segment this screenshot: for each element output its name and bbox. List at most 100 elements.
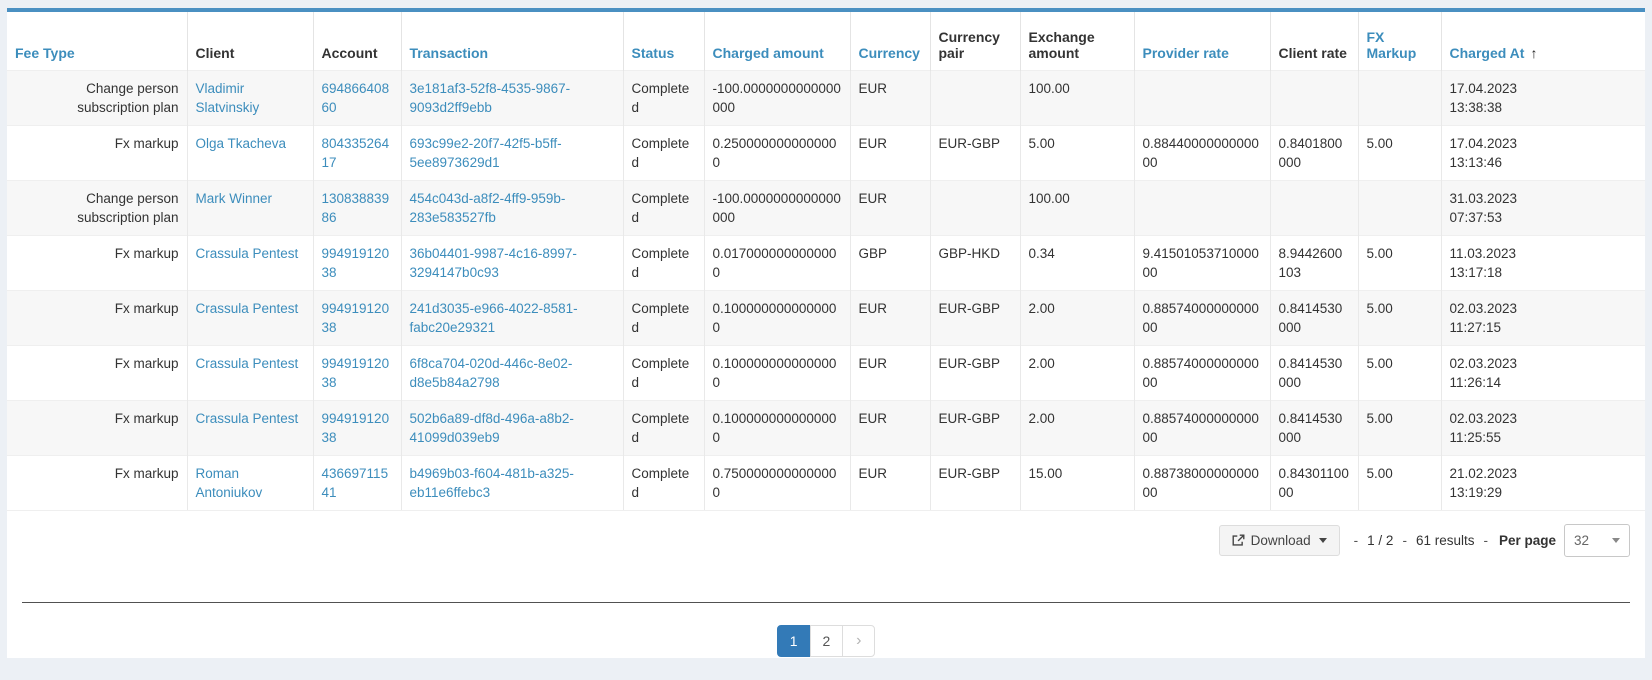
client-link[interactable]: Crassula Pentest bbox=[195, 355, 299, 371]
currency-cell: EUR bbox=[850, 289, 931, 345]
account-link[interactable]: 99491912038 bbox=[321, 355, 390, 390]
transaction-link[interactable]: 241d3035-e966-4022-8581-fabc20e29321 bbox=[409, 300, 578, 335]
client-link[interactable]: Crassula Pentest bbox=[195, 410, 299, 426]
footer-divider bbox=[22, 601, 1630, 603]
client-cell: Crassula Pentest bbox=[187, 344, 314, 400]
fx_markup-cell: 5.00 bbox=[1358, 344, 1442, 400]
client-cell: Crassula Pentest bbox=[187, 234, 314, 290]
next-page-button[interactable]: › bbox=[842, 624, 876, 657]
per-page-value: 32 bbox=[1574, 532, 1590, 548]
column-header-label[interactable]: Transaction bbox=[409, 44, 489, 61]
exchange_amount-cell: 100.00 bbox=[1020, 69, 1135, 125]
column-header-label[interactable]: Fee Type bbox=[15, 44, 75, 61]
charged_amount-cell: 0.1000000000000000 bbox=[704, 344, 851, 400]
column-header-label[interactable]: Provider rate bbox=[1142, 44, 1229, 61]
transaction-link[interactable]: 693c99e2-20f7-42f5-b5ff-5ee8973629d1 bbox=[409, 135, 562, 170]
separator: - bbox=[1483, 532, 1488, 548]
per-page-label: Per page bbox=[1498, 532, 1556, 548]
account-link[interactable]: 99491912038 bbox=[321, 410, 390, 445]
column-header-transaction[interactable]: Transaction bbox=[401, 12, 624, 70]
column-header-label[interactable]: Currency bbox=[858, 44, 920, 61]
transaction-link[interactable]: 3e181af3-52f8-4535-9867-9093d2ff9ebb bbox=[409, 80, 571, 115]
client-cell: Roman Antoniukov bbox=[187, 454, 314, 511]
transaction-cell: b4969b03-f604-481b-a325-eb11e6ffebc3 bbox=[401, 454, 624, 511]
currency_pair-cell: EUR-GBP bbox=[930, 399, 1021, 455]
column-header-label: Client rate bbox=[1278, 44, 1347, 61]
fx_markup-cell: 5.00 bbox=[1358, 454, 1442, 511]
status-cell: Completed bbox=[623, 179, 705, 235]
currency-cell: EUR bbox=[850, 69, 931, 125]
table-row: Fx markup Roman Antoniukov 43669711541 b496… bbox=[7, 454, 1645, 511]
column-header-label[interactable]: Charged amount bbox=[712, 44, 824, 61]
provider_rate-cell: 0.8857400000000000 bbox=[1134, 399, 1271, 455]
charged_at-cell: 02.03.2023 11:25:55 bbox=[1441, 399, 1645, 455]
export-icon bbox=[1232, 534, 1245, 547]
client-link[interactable]: Olga Tkacheva bbox=[195, 135, 287, 151]
currency_pair-cell: EUR-GBP bbox=[930, 344, 1021, 400]
charged_at-cell: 11.03.2023 13:17:18 bbox=[1441, 234, 1645, 290]
provider_rate-cell bbox=[1134, 69, 1271, 125]
fx_markup-cell bbox=[1358, 69, 1442, 125]
column-header-charged_at[interactable]: Charged At ↑ bbox=[1441, 12, 1645, 70]
account-link[interactable]: 43669711541 bbox=[321, 465, 389, 500]
separator: - bbox=[1353, 532, 1359, 548]
column-header-client_rate: Client rate bbox=[1270, 12, 1359, 70]
account-link[interactable]: 13083883986 bbox=[321, 190, 390, 225]
per-page-select[interactable]: 32 bbox=[1564, 523, 1630, 557]
status-cell: Completed bbox=[623, 124, 705, 180]
account-link[interactable]: 69486640860 bbox=[321, 80, 390, 115]
column-header-currency[interactable]: Currency bbox=[850, 12, 931, 70]
currency_pair-cell bbox=[930, 179, 1021, 235]
client-link[interactable]: Crassula Pentest bbox=[195, 245, 299, 261]
client-cell: Olga Tkacheva bbox=[187, 124, 314, 180]
transaction-cell: 241d3035-e966-4022-8581-fabc20e29321 bbox=[401, 289, 624, 345]
account-link[interactable]: 99491912038 bbox=[321, 245, 390, 280]
column-header-fee_type[interactable]: Fee Type bbox=[7, 12, 188, 70]
pager-info: - 1 / 2 - 61 results - Per page bbox=[1354, 533, 1556, 548]
separator: - bbox=[1402, 532, 1407, 548]
column-header-fx_markup[interactable]: FX Markup bbox=[1358, 12, 1442, 70]
transaction-link[interactable]: b4969b03-f604-481b-a325-eb11e6ffebc3 bbox=[409, 465, 574, 500]
client-link[interactable]: Mark Winner bbox=[195, 190, 273, 206]
currency_pair-cell: EUR-GBP bbox=[930, 454, 1021, 511]
fees-table: Fee Type Client Account Transaction Status Ch… bbox=[7, 12, 1645, 511]
charged_amount-cell: 0.1000000000000000 bbox=[704, 289, 851, 345]
client-link[interactable]: Roman Antoniukov bbox=[195, 465, 263, 500]
account-link[interactable]: 80433526417 bbox=[321, 135, 390, 170]
column-header-exchange_amount: Exchange amount bbox=[1020, 12, 1135, 70]
client_rate-cell: 0.8430110000 bbox=[1270, 454, 1359, 511]
client_rate-cell: 0.8414530000 bbox=[1270, 399, 1359, 455]
transaction-link[interactable]: 36b04401-9987-4c16-8997-3294147b0c93 bbox=[409, 245, 577, 280]
page-button-2[interactable]: 2 bbox=[809, 624, 844, 657]
client_rate-cell: 8.9442600103 bbox=[1270, 234, 1359, 290]
column-header-label[interactable]: Charged At bbox=[1449, 44, 1525, 61]
table-row: Fx markup Crassula Pentest 99491912038 6f8c… bbox=[7, 344, 1645, 400]
column-header-label[interactable]: Status bbox=[631, 44, 675, 61]
fee_type-cell: Change person subscription plan bbox=[7, 179, 188, 235]
account-link[interactable]: 99491912038 bbox=[321, 300, 390, 335]
transaction-link[interactable]: 454c043d-a8f2-4ff9-959b-283e583527fb bbox=[409, 190, 566, 225]
fx_markup-cell: 5.00 bbox=[1358, 399, 1442, 455]
charged_at-cell: 31.03.2023 07:37:53 bbox=[1441, 179, 1645, 235]
page-button-1[interactable]: 1 bbox=[776, 624, 811, 657]
provider_rate-cell: 0.8873800000000000 bbox=[1134, 454, 1271, 511]
client-link[interactable]: Vladimir Slatvinskiy bbox=[195, 80, 260, 115]
download-caret-icon bbox=[1318, 537, 1327, 543]
download-button[interactable]: Download bbox=[1218, 524, 1340, 556]
transaction-cell: 36b04401-9987-4c16-8997-3294147b0c93 bbox=[401, 234, 624, 290]
charged_at-cell: 17.04.2023 13:38:38 bbox=[1441, 69, 1645, 125]
client-link[interactable]: Crassula Pentest bbox=[195, 300, 299, 316]
transaction-link[interactable]: 6f8ca704-020d-446c-8e02-d8e5b84a2798 bbox=[409, 355, 573, 390]
status-cell: Completed bbox=[623, 289, 705, 345]
table-header-row: Fee Type Client Account Transaction Status Ch… bbox=[7, 12, 1645, 70]
account-cell: 13083883986 bbox=[313, 179, 402, 235]
column-header-label[interactable]: FX Markup bbox=[1366, 28, 1417, 61]
exchange_amount-cell: 100.00 bbox=[1020, 179, 1135, 235]
status-cell: Completed bbox=[623, 399, 705, 455]
transaction-link[interactable]: 502b6a89-df8d-496a-a8b2-41099d039eb9 bbox=[409, 410, 574, 445]
column-header-provider_rate[interactable]: Provider rate bbox=[1134, 12, 1271, 70]
fee_type-cell: Fx markup bbox=[7, 399, 188, 455]
column-header-status[interactable]: Status bbox=[623, 12, 705, 70]
column-header-charged_amount[interactable]: Charged amount bbox=[704, 12, 851, 70]
fee_type-cell: Fx markup bbox=[7, 234, 188, 290]
